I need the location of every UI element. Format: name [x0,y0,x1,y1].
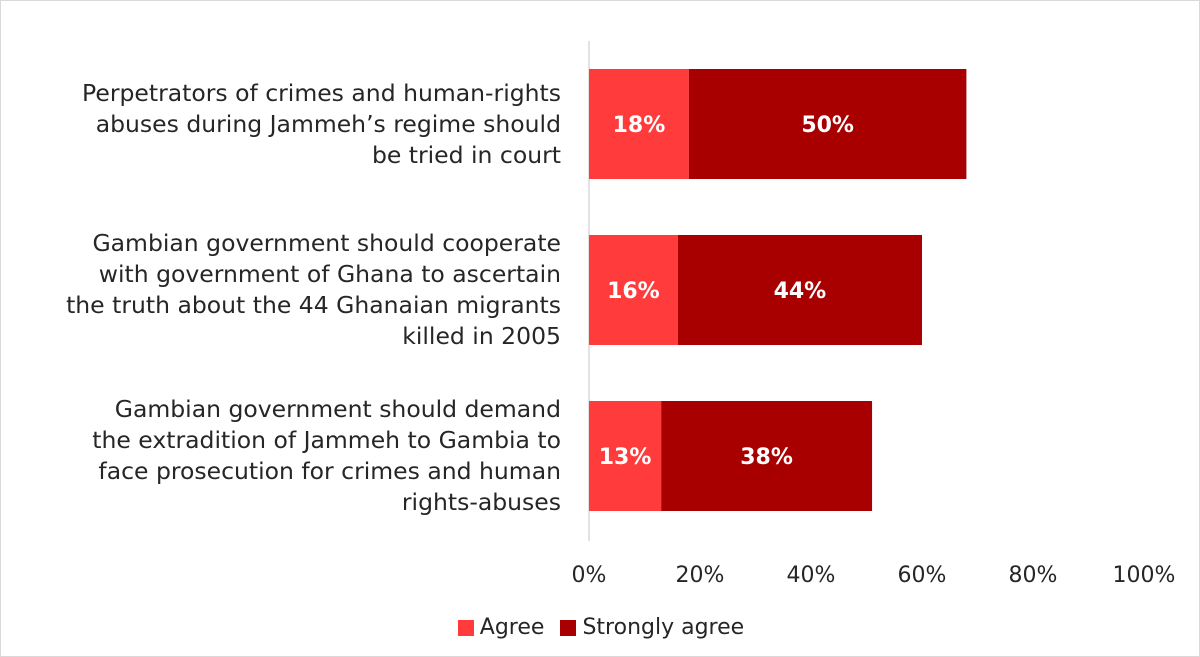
bar-agree-1 [589,69,689,179]
category-label-line: the truth about the 44 Ghanaian migrants [66,291,561,319]
category-label-line: the extradition of Jammeh to Gambia to [92,426,561,454]
category-label-line: rights-abuses [401,488,561,516]
bar-strongly-agree-3 [661,401,873,511]
x-tick-label: 40% [786,563,836,588]
category-label-1: Perpetrators of crimes and human-rights a… [1,78,561,171]
bar-strongly-agree-1 [688,69,967,179]
legend: Agree Strongly agree [1,615,1200,640]
category-label-line: Gambian government should demand [114,395,561,423]
category-label-line: Perpetrators of crimes and human-rights [82,78,561,107]
legend-label: Strongly agree [582,615,745,640]
category-label-line: be tried in court [371,140,561,169]
x-tick-label: 80% [1008,563,1058,588]
data-label-agree-1: 18% [613,113,666,138]
data-label-strongly-agree-1: 50% [801,113,854,138]
bar-strongly-agree-2 [677,235,922,345]
category-label-2: Gambian government should cooperate with … [1,228,561,352]
bar-agree-2 [589,235,678,345]
data-label-strongly-agree-3: 38% [740,445,793,470]
data-label-agree-3: 13% [599,445,652,470]
category-label-line: with government of Ghana to ascertain [98,260,561,288]
legend-swatch [560,619,577,636]
x-tick-label: 60% [897,563,947,588]
data-label-agree-2: 16% [607,279,660,304]
x-tick-label: 0% [571,563,607,588]
x-tick-label: 100% [1112,563,1176,588]
category-label-line: face prosecution for crimes and human [98,457,561,485]
legend-label: Agree [479,615,545,640]
legend-swatch [457,619,474,636]
category-label-line: abuses during Jammeh’s regime should [95,109,561,138]
category-label-line: Gambian government should cooperate [92,229,561,257]
data-label-strongly-agree-2: 44% [774,279,827,304]
category-label-3: Gambian government should demand the extr… [1,394,561,518]
legend-item-agree: Agree [457,615,545,640]
legend-item-strongly-agree: Strongly agree [560,615,744,640]
bar-agree-3 [589,401,662,511]
category-label-line: killed in 2005 [402,322,561,350]
x-tick-label: 20% [675,563,725,588]
